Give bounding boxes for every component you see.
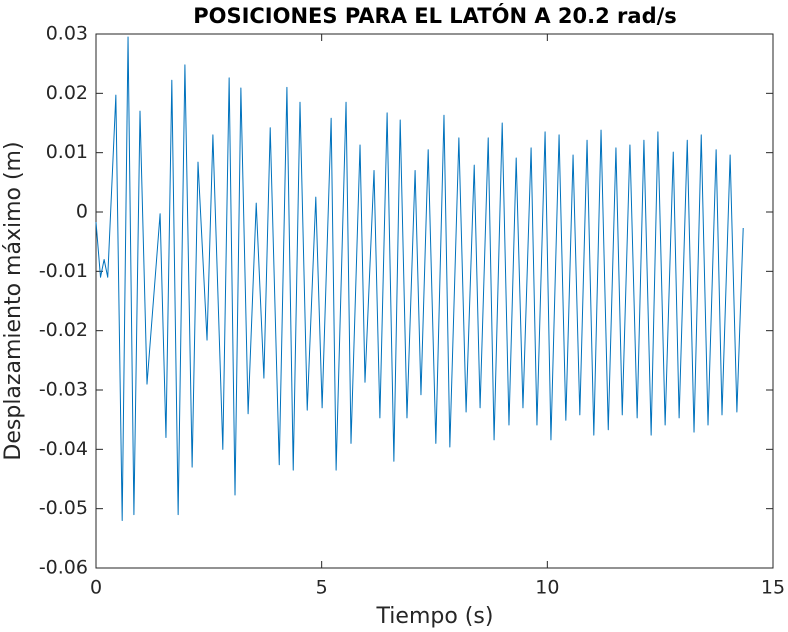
chart-title: POSICIONES PARA EL LATÓN A 20.2 rad/s bbox=[193, 3, 677, 28]
x-tick-label: 0 bbox=[90, 577, 102, 599]
y-tick-label: -0.02 bbox=[39, 319, 88, 341]
y-tick-label: 0.02 bbox=[46, 82, 88, 104]
y-axis-label: Desplazamiento máximo (m) bbox=[1, 141, 26, 460]
y-tick-label: -0.06 bbox=[39, 557, 88, 579]
y-tick-label: 0 bbox=[76, 201, 88, 223]
x-axis-label: Tiempo (s) bbox=[376, 604, 494, 629]
y-tick-label: 0.01 bbox=[46, 141, 88, 163]
y-tick-label: -0.03 bbox=[39, 379, 88, 401]
x-tick-label: 15 bbox=[761, 577, 785, 599]
x-tick-label: 10 bbox=[535, 577, 559, 599]
x-tick-label: 5 bbox=[316, 577, 328, 599]
y-tick-label: -0.01 bbox=[39, 260, 88, 282]
data-line bbox=[95, 36, 744, 522]
y-tick-label: -0.05 bbox=[39, 497, 88, 519]
plot-frame bbox=[95, 33, 774, 569]
y-tick-label: 0.03 bbox=[46, 23, 88, 45]
y-tick-label: -0.04 bbox=[39, 438, 88, 460]
